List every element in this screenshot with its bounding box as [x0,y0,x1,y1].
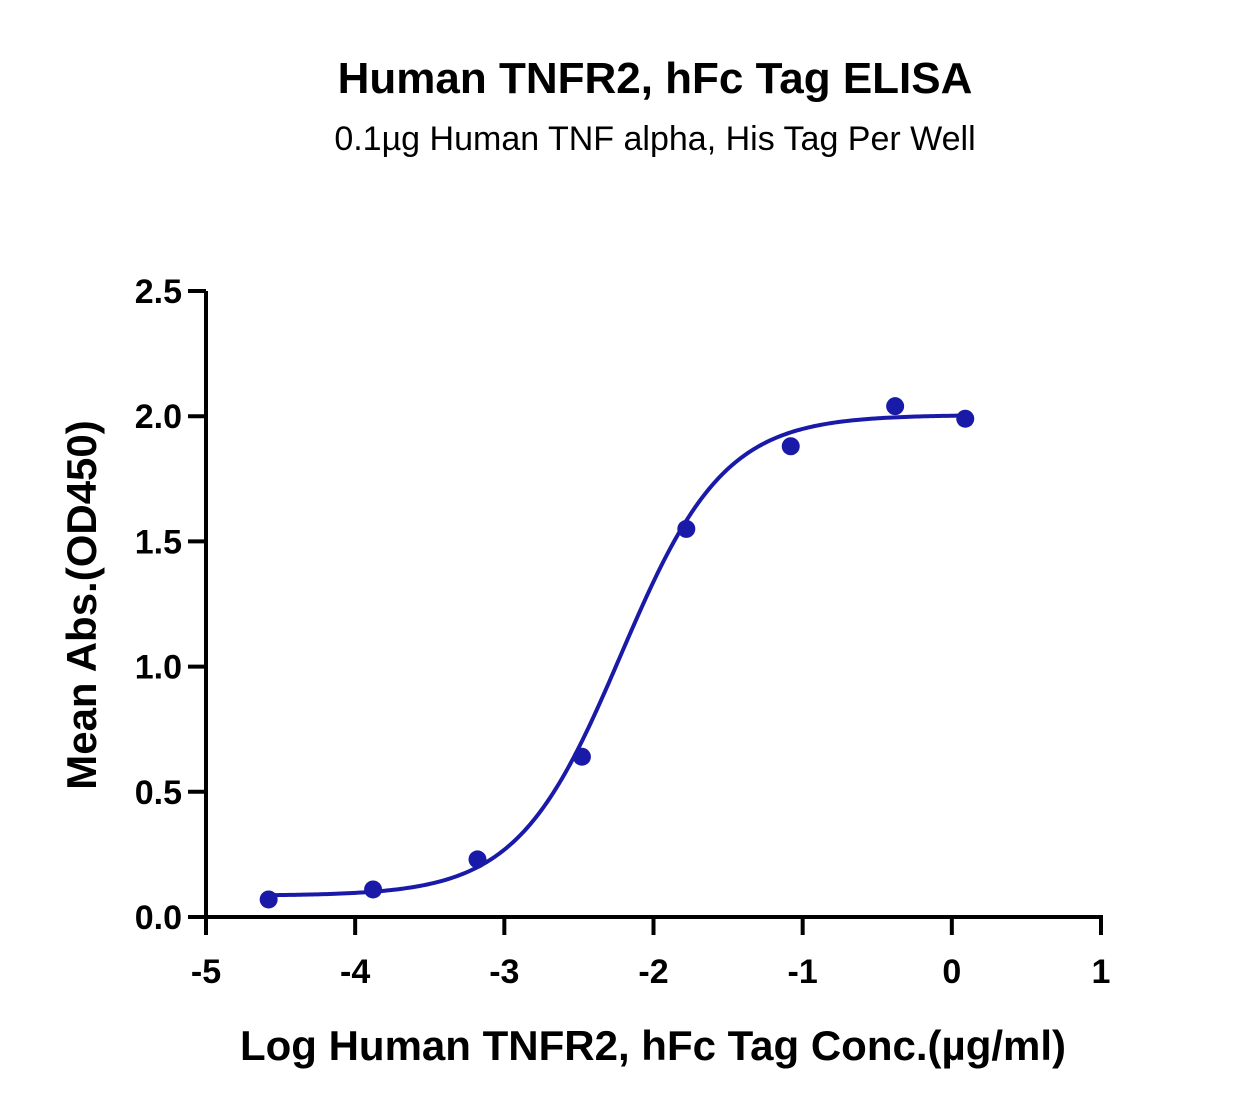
x-tick-label: 0 [942,953,961,991]
data-point [781,437,800,456]
y-tick-label: 2.5 [135,273,182,311]
y-tick-label: 0.5 [135,774,182,812]
x-tick-label: 1 [1092,953,1111,991]
fit-curve [268,413,966,898]
data-point [468,850,487,869]
chart-subtitle: 0.1µg Human TNF alpha, His Tag Per Well [334,120,975,158]
data-point [259,890,278,909]
data-point [677,519,696,538]
fit-curve-layer [268,413,966,898]
x-tick-label: -4 [340,953,370,991]
axes-layer: -5 -4 -3 -2 -1 0 1 0.0 0.5 1.0 1.5 2.0 2.5 [135,273,1111,991]
data-point [572,747,591,766]
data-point [956,409,975,428]
y-tick-label: 1.0 [135,649,182,687]
y-tick-label: 2.0 [135,398,182,436]
chart-title: Human TNFR2, hFc Tag ELISA [338,54,973,103]
y-axis-label: Mean Abs.(OD450) [58,420,105,790]
y-tick-label: 1.5 [135,523,182,561]
data-point [364,880,383,899]
y-tick-label: 0.0 [135,899,182,937]
data-points-layer [259,397,975,909]
x-tick-label: -1 [788,953,818,991]
x-tick-label: -5 [191,953,221,991]
x-tick-label: -2 [638,953,668,991]
data-point [886,397,905,416]
x-tick-label: -3 [489,953,519,991]
x-axis-label: Log Human TNFR2, hFc Tag Conc.(µg/ml) [240,1022,1066,1069]
